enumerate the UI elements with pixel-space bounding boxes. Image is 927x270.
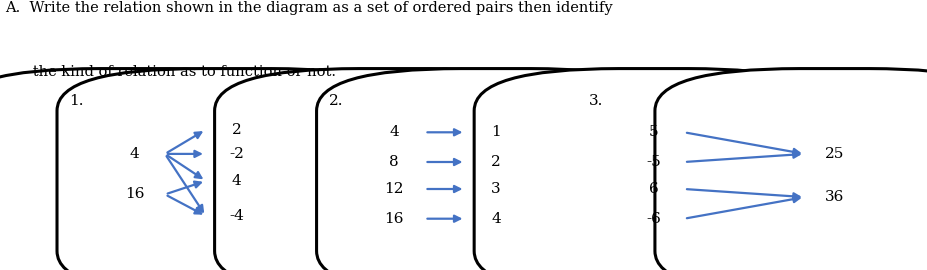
Text: -6: -6 [646, 212, 661, 226]
Text: 8: 8 [389, 155, 399, 169]
Text: 36: 36 [825, 190, 844, 204]
Text: 6: 6 [649, 182, 658, 196]
Text: 5: 5 [649, 125, 658, 139]
Text: -2: -2 [229, 147, 244, 161]
FancyBboxPatch shape [474, 69, 832, 270]
Text: -5: -5 [646, 155, 661, 169]
Text: 4: 4 [491, 212, 501, 226]
Text: 16: 16 [384, 212, 404, 226]
FancyBboxPatch shape [317, 69, 675, 270]
Text: the kind of relation as to function or not.: the kind of relation as to function or n… [5, 65, 336, 79]
Text: 3.: 3. [589, 94, 603, 108]
FancyBboxPatch shape [57, 69, 415, 270]
Text: 16: 16 [124, 187, 145, 201]
Text: 2: 2 [232, 123, 241, 137]
Text: A.  Write the relation shown in the diagram as a set of ordered pairs then ident: A. Write the relation shown in the diagr… [5, 1, 612, 15]
Text: 4: 4 [130, 147, 139, 161]
Text: 1.: 1. [70, 94, 84, 108]
Text: 12: 12 [384, 182, 404, 196]
FancyBboxPatch shape [0, 69, 313, 270]
Text: 25: 25 [825, 147, 844, 161]
Text: 2.: 2. [329, 94, 344, 108]
Text: 4: 4 [232, 174, 241, 188]
Text: 3: 3 [491, 182, 501, 196]
Text: 1: 1 [491, 125, 501, 139]
Text: -4: -4 [229, 209, 244, 223]
Text: 2: 2 [491, 155, 501, 169]
FancyBboxPatch shape [214, 69, 573, 270]
FancyBboxPatch shape [654, 69, 927, 270]
Text: 4: 4 [389, 125, 399, 139]
